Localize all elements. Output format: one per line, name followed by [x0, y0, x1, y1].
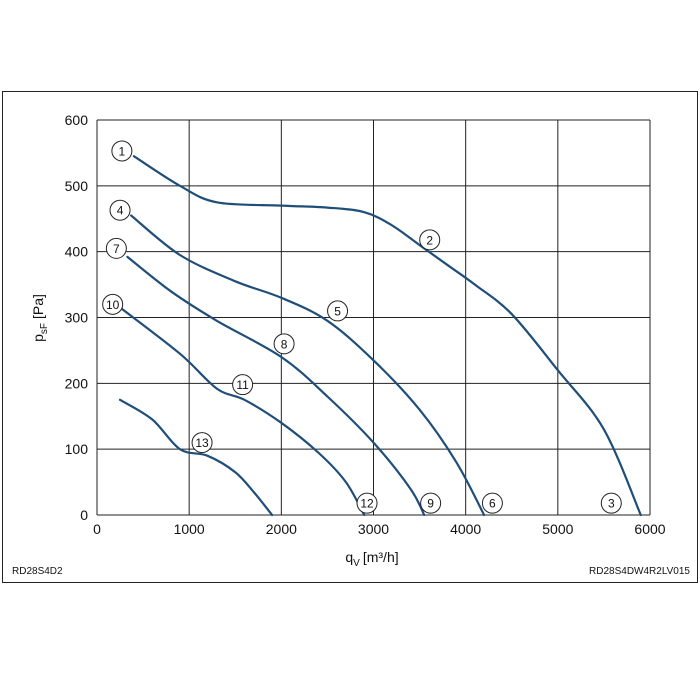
x-tick-label: 4000: [450, 521, 481, 537]
curve-marker-13: 13: [191, 432, 213, 454]
marker-circle: [232, 374, 254, 396]
marker-label: 9: [427, 497, 434, 511]
marker-label: 1: [119, 144, 126, 158]
marker-circle: [600, 492, 622, 514]
y-tick-label: 300: [65, 310, 89, 326]
y-tick-label: 500: [65, 178, 89, 194]
series-line-4: [120, 307, 366, 517]
y-tick-label: 400: [65, 244, 89, 260]
marker-circle: [419, 229, 441, 251]
marker-label: 4: [117, 204, 124, 218]
y-axis-label-sub: sF: [39, 323, 50, 334]
x-tick-label: 5000: [542, 521, 573, 537]
curve-marker-10: 10: [102, 293, 124, 315]
marker-label: 3: [608, 497, 615, 511]
marker-label: 2: [426, 233, 433, 247]
footer-right-code: RD28S4DW4R2LV015: [589, 566, 690, 577]
y-tick-label: 200: [65, 375, 89, 391]
marker-circle: [327, 300, 349, 322]
x-axis-label-main: q: [345, 549, 353, 565]
y-tick-label: 600: [65, 112, 89, 128]
curve-marker-3: 3: [600, 492, 622, 514]
marker-circle: [273, 333, 295, 355]
marker-label: 11: [236, 378, 249, 392]
marker-label: 7: [113, 242, 120, 256]
curve-marker-9: 9: [420, 492, 442, 514]
marker-label: 5: [334, 304, 341, 318]
curve-marker-2: 2: [419, 229, 441, 251]
series-line-3: [126, 255, 426, 517]
curve-marker-12: 12: [356, 492, 378, 514]
marker-circle: [191, 432, 213, 454]
marker-circle: [481, 492, 503, 514]
marker-label: 6: [489, 497, 496, 511]
curve-marker-6: 6: [481, 492, 503, 514]
series-line-2: [130, 214, 486, 517]
x-tick-label: 1000: [174, 521, 205, 537]
x-axis-label-unit: [m³/h]: [363, 549, 399, 565]
marker-label: 13: [195, 436, 209, 450]
x-tick-label: 3000: [358, 521, 389, 537]
marker-circle: [109, 199, 131, 221]
curve-marker-1: 1: [111, 140, 133, 162]
grid: [96, 119, 651, 516]
footer-left-code: RD28S4D2: [12, 566, 63, 577]
chart-frame: [2, 91, 698, 583]
y-axis-label-main: p: [30, 334, 46, 342]
curve-marker-8: 8: [273, 333, 295, 355]
series-line-1: [132, 155, 642, 517]
series-line-5: [118, 398, 274, 517]
marker-label: 12: [360, 497, 374, 511]
y-tick-label: 100: [65, 441, 89, 457]
tick-labels: 0 1000 2000 3000 4000 5000 6000 0 100 200 300 400 50…: [65, 112, 666, 537]
marker-label: 10: [106, 298, 120, 312]
x-tick-label: 2000: [266, 521, 297, 537]
x-tick-label: 0: [93, 521, 101, 537]
curve-marker-5: 5: [327, 300, 349, 322]
x-axis-label: qV [m³/h]: [345, 549, 398, 569]
marker-circle: [420, 492, 442, 514]
marker-label: 8: [281, 337, 288, 351]
y-tick-label: 0: [80, 507, 88, 523]
y-axis-label: psF [Pa]: [30, 294, 50, 342]
curve-marker-7: 7: [105, 237, 127, 259]
series-lines: [118, 155, 642, 517]
curve-marker-11: 11: [232, 374, 254, 396]
x-tick-label: 6000: [634, 521, 665, 537]
x-axis-label-sub: V: [353, 558, 360, 569]
marker-circle: [105, 237, 127, 259]
marker-circle: [356, 492, 378, 514]
marker-circle: [111, 140, 133, 162]
y-axis-label-unit: [Pa]: [30, 294, 46, 319]
curve-marker-4: 4: [109, 199, 131, 221]
marker-circle: [102, 293, 124, 315]
